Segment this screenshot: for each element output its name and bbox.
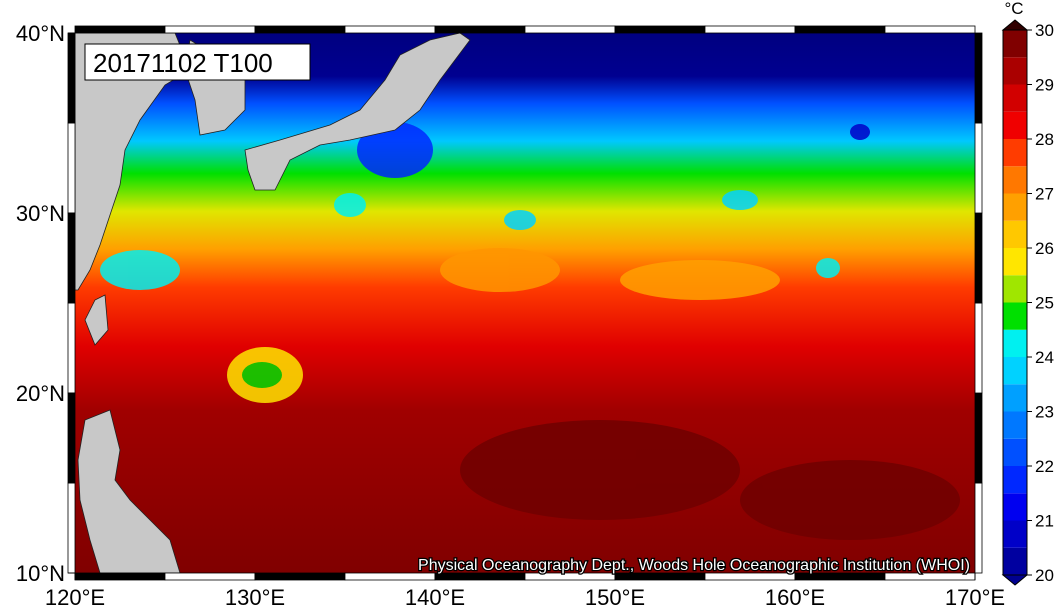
frame-stripe: [884, 572, 976, 581]
lat-tick-label: 30°N: [16, 201, 65, 226]
colorbar-segment: [1003, 84, 1027, 112]
colorbar-segment: [1003, 57, 1027, 85]
map-frame: 120°E 130°E 140°E 150°E 160°E 170°E 10°N 20°N 30…: [16, 21, 1005, 610]
title-box: [84, 43, 311, 81]
lat-tick-label: 40°N: [16, 21, 65, 46]
colorbar-segment: [1003, 357, 1027, 385]
frame-stripe: [67, 32, 76, 124]
frame-stripe: [974, 482, 983, 574]
taiwan: [84, 294, 109, 346]
frame-stripe: [67, 302, 76, 394]
frame-stripe: [67, 212, 76, 304]
colorbar-segment: [1003, 111, 1027, 139]
frame-stripe: [614, 25, 706, 34]
frame-stripe: [974, 302, 983, 394]
lon-tick-label: 150°E: [585, 585, 645, 610]
lon-tick-label: 160°E: [765, 585, 825, 610]
colorbar-segment: [1003, 466, 1027, 494]
frame-stripe: [74, 572, 166, 581]
frame-stripe: [164, 572, 256, 581]
frame-stripe: [974, 32, 983, 124]
lon-tick-label: 170°E: [945, 585, 1005, 610]
colorbar-tick-label: 26: [1035, 239, 1054, 258]
colorbar-segment: [1003, 275, 1027, 303]
philippines: [77, 409, 181, 573]
lon-tick-label: 120°E: [45, 585, 105, 610]
frame-stripe: [434, 572, 526, 581]
frame-stripe: [524, 25, 616, 34]
colorbar-tick-label: 20: [1035, 566, 1054, 585]
frame-stripe: [974, 392, 983, 484]
map-title: 20171102 T100: [93, 48, 273, 78]
credit: Physical Oceanography Dept., Woods Hole …: [418, 557, 970, 574]
colorbar-segment: [1003, 193, 1027, 221]
lat-tick-label: 20°N: [16, 381, 65, 406]
colorbar-tick-label: 21: [1035, 512, 1054, 531]
colorbar-segment: [1003, 329, 1027, 357]
frame-stripe: [434, 25, 526, 34]
colorbar-tick-label: 27: [1035, 185, 1054, 204]
colorbar-segment: [1003, 220, 1027, 248]
frame-stripe: [254, 25, 346, 34]
frame-stripe: [794, 25, 886, 34]
land: [75, 33, 471, 573]
frame-stripe: [67, 482, 76, 574]
colorbar-segment: [1003, 493, 1027, 521]
frame-stripe: [704, 572, 796, 581]
frame-stripe: [344, 572, 436, 581]
colorbar-segment: [1003, 547, 1027, 575]
frame-stripe: [67, 122, 76, 214]
lon-tick-label: 130°E: [225, 585, 285, 610]
frame-stripe: [974, 212, 983, 304]
colorbar-tick-label: 28: [1035, 130, 1054, 149]
colorbar-tick-label: 24: [1035, 348, 1054, 367]
frame-stripe: [254, 572, 346, 581]
lat-tick-label: 10°N: [16, 561, 65, 586]
japan: [244, 33, 471, 191]
colorbar-segment: [1003, 520, 1027, 548]
colorbar-tick-label: 30: [1035, 21, 1054, 40]
colorbar-tick-label: 25: [1035, 294, 1054, 313]
frame-stripe: [884, 25, 976, 34]
colorbar-segment: [1003, 302, 1027, 330]
frame-stripe: [614, 572, 706, 581]
frame-stripe: [164, 25, 256, 34]
frame-stripe: [974, 122, 983, 214]
colorbar-top-arrow: [1001, 19, 1029, 31]
frame-stripe: [344, 25, 436, 34]
map-area: [75, 33, 975, 573]
colorbar-segment: [1003, 438, 1027, 466]
colorbar-segment: [1003, 411, 1027, 439]
colorbar-tick-label: 23: [1035, 403, 1054, 422]
colorbar-segment: [1003, 166, 1027, 194]
lon-tick-label: 140°E: [405, 585, 465, 610]
colorbar-bottom-arrow: [1001, 574, 1029, 586]
frame-stripe: [74, 25, 166, 34]
colorbar-tick-label: 22: [1035, 457, 1054, 476]
colorbar-segment: [1003, 30, 1027, 58]
colorbar-unit: °C: [1004, 0, 1023, 18]
colorbar: 20 21 22 23 24 25 26 27 28 29 30: [1002, 21, 1054, 585]
colorbar-segment: [1003, 248, 1027, 276]
colorbar-tick-label: 29: [1035, 76, 1054, 95]
colorbar-segment: [1003, 384, 1027, 412]
frame-stripe: [704, 25, 796, 34]
frame-stripe: [794, 572, 886, 581]
sst-eddies: [100, 122, 960, 540]
frame-stripe: [524, 572, 616, 581]
frame-stripe: [67, 392, 76, 484]
colorbar-segment: [1003, 139, 1027, 167]
